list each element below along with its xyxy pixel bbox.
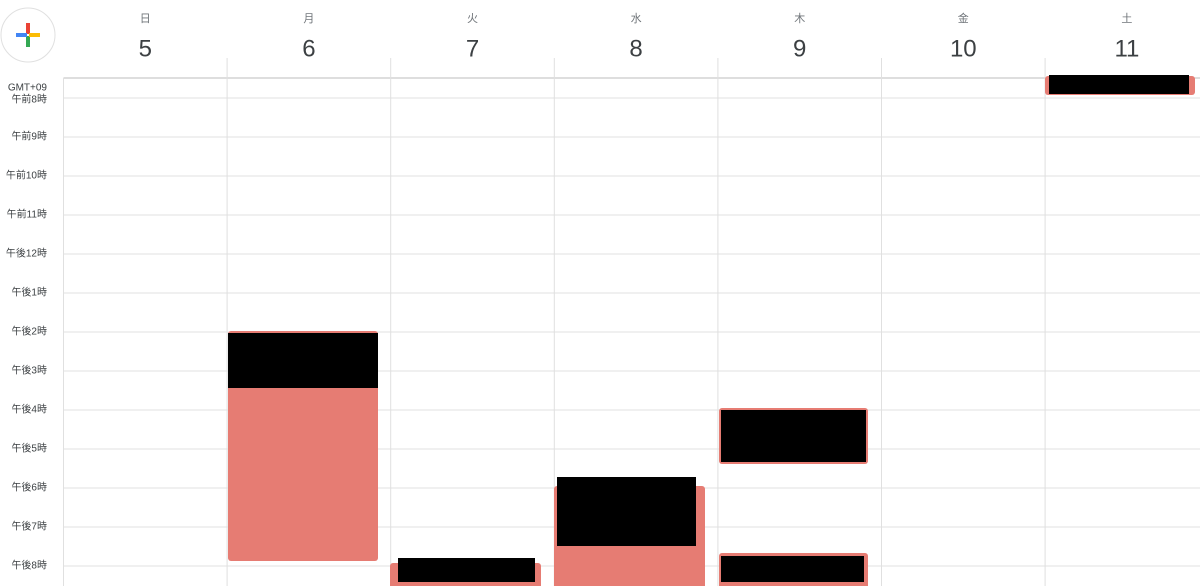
weekday-label: 木 xyxy=(794,12,805,25)
time-label: 午後5時 xyxy=(11,442,47,455)
time-label: 午前8時 xyxy=(11,93,47,106)
date-label: 6 xyxy=(302,35,315,62)
plus-part xyxy=(29,33,40,37)
timezone-label: GMT+09 xyxy=(8,83,48,94)
time-label: 午前10時 xyxy=(6,169,47,182)
weekday-label: 土 xyxy=(1121,12,1132,25)
events xyxy=(228,75,1195,586)
weekday-label: 火 xyxy=(467,13,478,25)
time-label: 午後3時 xyxy=(11,364,47,377)
time-label: 午後7時 xyxy=(11,520,47,533)
weekday-label: 月 xyxy=(303,13,314,25)
time-label: 午後1時 xyxy=(11,286,47,299)
date-label: 8 xyxy=(629,35,642,62)
create-button-bg[interactable] xyxy=(0,7,56,63)
time-label: 午後4時 xyxy=(11,403,47,416)
time-label: 午後2時 xyxy=(11,325,47,338)
time-label: 午前11時 xyxy=(7,208,47,221)
date-label: 9 xyxy=(793,35,806,62)
redaction xyxy=(228,333,378,388)
event[interactable] xyxy=(228,331,378,561)
grid: 午前8時午前9時午前10時午前11時午後12時午後1時午後2時午後3時午後4時午… xyxy=(6,11,1200,586)
create-button[interactable] xyxy=(0,7,56,63)
redaction xyxy=(557,477,696,546)
plus-part xyxy=(16,33,27,37)
weekday-label: 水 xyxy=(631,12,642,25)
date-label: 7 xyxy=(466,35,479,62)
redaction xyxy=(398,558,535,582)
time-label: 午後8時 xyxy=(11,559,47,572)
time-label: 午前9時 xyxy=(11,130,47,143)
date-label: 10 xyxy=(950,35,977,62)
weekday-label: 日 xyxy=(140,13,151,25)
plus-part xyxy=(26,36,30,47)
date-label: 11 xyxy=(1114,35,1139,62)
time-label: 午後6時 xyxy=(11,481,47,494)
time-label: 午後12時 xyxy=(6,247,47,260)
redaction xyxy=(721,410,866,462)
weekday-label: 金 xyxy=(958,11,969,25)
redaction xyxy=(721,556,864,582)
date-label: 5 xyxy=(139,35,152,62)
redaction xyxy=(1049,75,1189,94)
plus-part xyxy=(26,23,30,34)
